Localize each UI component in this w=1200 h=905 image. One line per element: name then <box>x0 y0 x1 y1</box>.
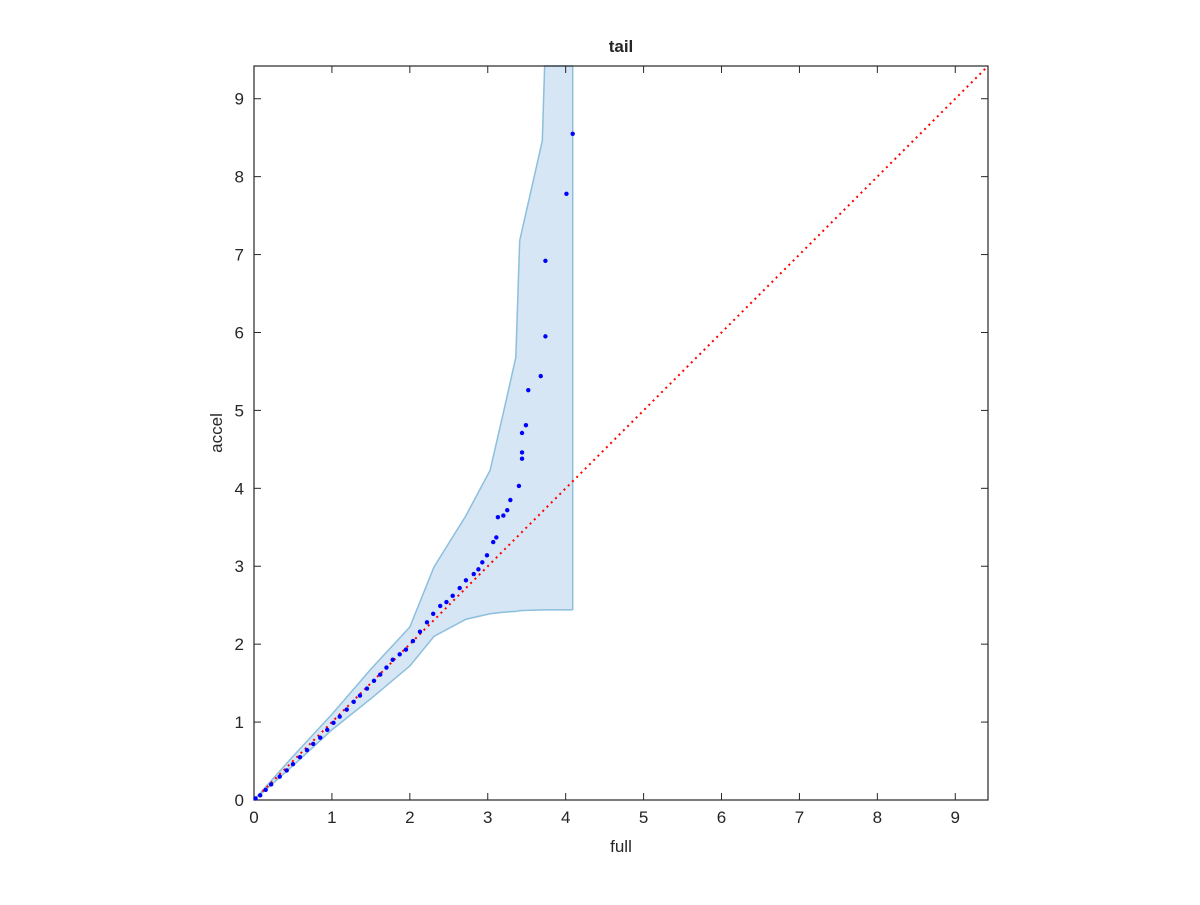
data-point <box>290 761 296 767</box>
data-point <box>543 258 548 263</box>
x-tick-label: 3 <box>483 808 492 827</box>
data-point <box>480 560 485 565</box>
y-tick-label: 4 <box>235 479 244 498</box>
x-tick-label: 6 <box>717 808 726 827</box>
data-point <box>351 699 356 705</box>
data-point <box>564 191 569 196</box>
data-point <box>258 793 263 798</box>
band-upper-edge <box>253 65 573 801</box>
data-point <box>318 735 323 740</box>
data-point <box>331 720 336 726</box>
x-tick-label: 8 <box>873 808 882 827</box>
data-point <box>543 334 548 339</box>
y-tick-label: 3 <box>235 557 244 576</box>
data-point <box>523 423 529 428</box>
data-point <box>476 567 481 572</box>
data-point <box>364 686 370 691</box>
data-point <box>570 131 575 136</box>
y-tick-label: 9 <box>235 90 244 109</box>
data-point <box>403 647 409 652</box>
y-tick-label: 0 <box>235 791 244 810</box>
y-tick-label: 7 <box>235 246 244 265</box>
data-point <box>410 638 416 644</box>
y-tick-label: 2 <box>235 635 244 654</box>
x-tick-label: 0 <box>249 808 258 827</box>
data-point <box>277 774 282 779</box>
data-point <box>417 629 423 634</box>
data-point <box>424 620 430 625</box>
data-point <box>471 571 476 577</box>
data-point <box>431 611 436 616</box>
y-axis-label: accel <box>207 413 226 453</box>
data-point <box>538 373 543 379</box>
data-point <box>297 754 303 760</box>
data-point <box>526 387 531 393</box>
x-tick-label: 9 <box>951 808 960 827</box>
data-point <box>519 450 525 455</box>
x-tick-label: 5 <box>639 808 648 827</box>
data-point <box>253 796 258 801</box>
data-point <box>263 787 268 793</box>
data-point <box>457 585 462 591</box>
data-point <box>325 727 330 733</box>
data-point <box>491 539 496 545</box>
x-tick-label: 4 <box>561 808 570 827</box>
data-point <box>284 768 289 773</box>
data-point <box>495 514 501 520</box>
y-tick-label: 6 <box>235 323 244 342</box>
x-tick-label: 2 <box>405 808 414 827</box>
data-point <box>519 430 525 436</box>
data-point <box>390 657 395 662</box>
data-point <box>505 507 510 513</box>
data-point <box>378 672 383 677</box>
x-axis-label: full <box>610 837 632 856</box>
axes-box <box>253 65 989 801</box>
reference-line <box>253 65 989 801</box>
confidence-band <box>254 66 573 800</box>
data-point <box>501 513 506 518</box>
data-point <box>494 535 499 540</box>
data-point <box>444 599 449 605</box>
data-point <box>484 553 490 558</box>
y-tick-label: 1 <box>235 713 244 732</box>
data-point <box>384 665 389 670</box>
data-point <box>438 603 443 609</box>
chart-title: tail <box>609 37 634 56</box>
data-point <box>450 593 455 599</box>
y-tick-label: 8 <box>235 168 244 187</box>
data-point <box>516 483 522 489</box>
data-point <box>519 456 525 461</box>
data-point <box>344 707 349 712</box>
data-point <box>268 782 274 787</box>
data-point <box>397 652 402 657</box>
data-point <box>304 747 310 753</box>
data-point <box>463 578 469 583</box>
data-point <box>311 741 316 747</box>
x-tick-label: 7 <box>795 808 804 827</box>
y-tick-label: 5 <box>235 401 244 420</box>
data-point <box>508 497 513 503</box>
data-point <box>357 693 363 698</box>
data-point <box>371 678 377 683</box>
band-lower-edge <box>253 609 573 801</box>
data-point <box>337 714 342 719</box>
x-tick-label: 1 <box>327 808 336 827</box>
